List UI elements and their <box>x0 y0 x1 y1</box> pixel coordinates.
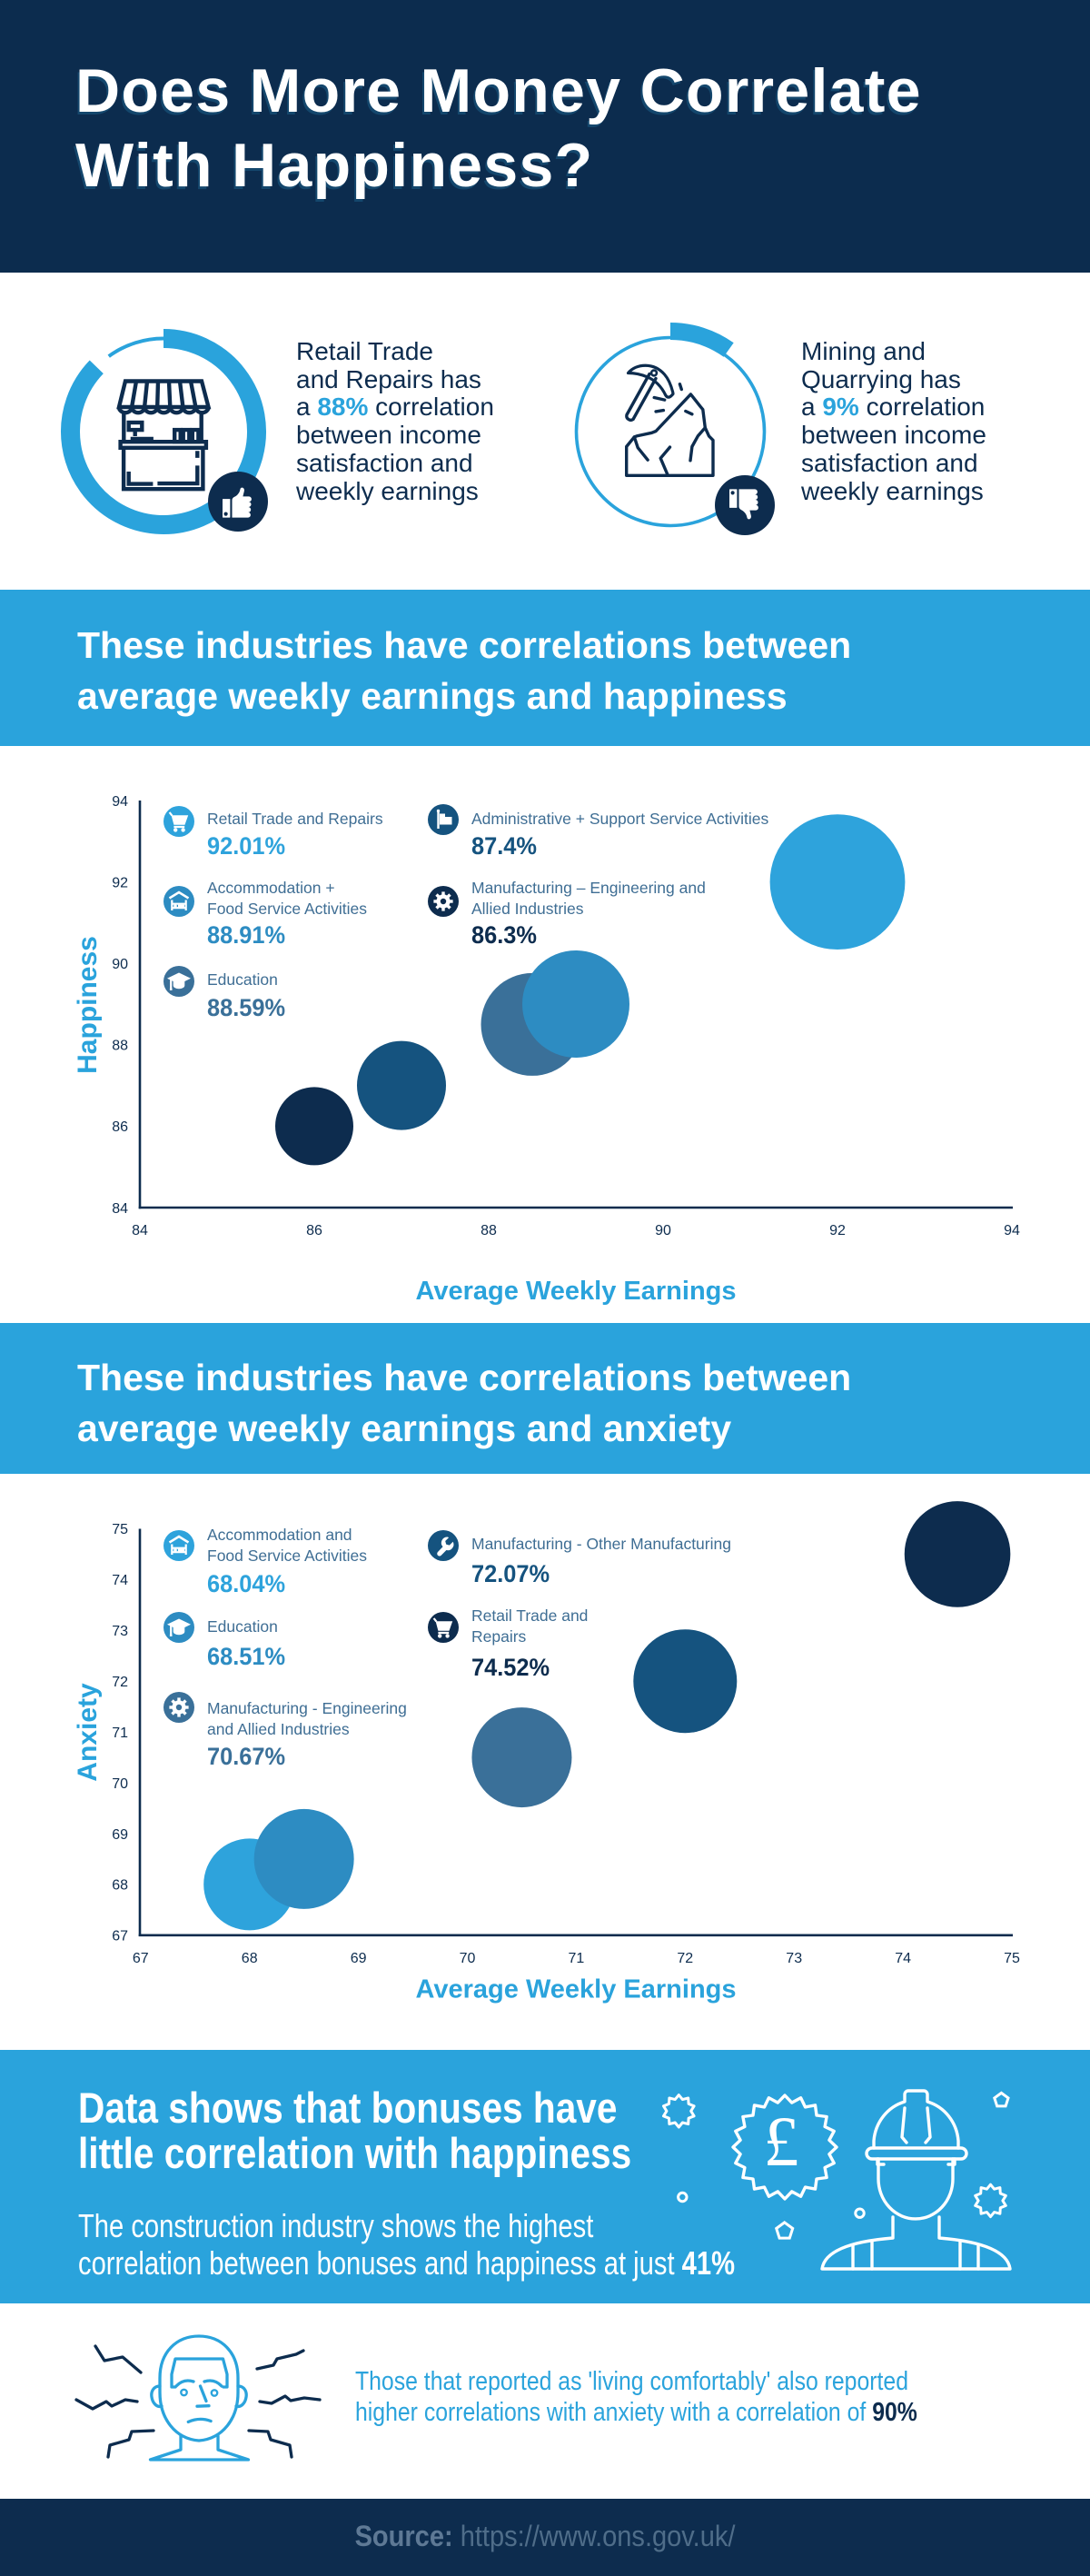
svg-text:69: 69 <box>112 1827 128 1843</box>
svg-text:72: 72 <box>677 1951 693 1966</box>
svg-text:70: 70 <box>112 1776 128 1792</box>
svg-text:70: 70 <box>460 1951 476 1966</box>
svg-text:74: 74 <box>112 1573 128 1588</box>
svg-text:71: 71 <box>569 1951 585 1966</box>
svg-text:74: 74 <box>895 1951 911 1966</box>
svg-text:73: 73 <box>112 1624 128 1639</box>
svg-text:71: 71 <box>112 1726 128 1741</box>
svg-text:£: £ <box>764 2102 799 2181</box>
svg-text:88: 88 <box>481 1223 497 1238</box>
svg-text:90: 90 <box>112 957 128 972</box>
svg-text:86: 86 <box>306 1223 322 1238</box>
svg-text:88: 88 <box>112 1039 128 1054</box>
svg-text:94: 94 <box>112 794 128 810</box>
svg-text:67: 67 <box>133 1951 149 1966</box>
svg-text:75: 75 <box>1004 1951 1020 1966</box>
svg-text:84: 84 <box>112 1201 128 1217</box>
svg-text:68: 68 <box>112 1878 128 1894</box>
svg-text:72: 72 <box>112 1675 128 1690</box>
svg-text:Happiness: Happiness <box>73 936 103 1074</box>
svg-text:67: 67 <box>112 1929 128 1944</box>
svg-text:75: 75 <box>112 1522 128 1537</box>
svg-text:73: 73 <box>786 1951 802 1966</box>
svg-text:90: 90 <box>655 1223 671 1238</box>
svg-text:86: 86 <box>112 1119 128 1135</box>
svg-text:94: 94 <box>1004 1223 1020 1238</box>
svg-text:Average Weekly Earnings: Average Weekly Earnings <box>416 1277 737 1306</box>
svg-text:92: 92 <box>112 875 128 890</box>
svg-text:Anxiety: Anxiety <box>73 1683 103 1782</box>
svg-text:92: 92 <box>829 1223 846 1238</box>
svg-text:69: 69 <box>351 1951 367 1966</box>
svg-text:Average Weekly Earnings: Average Weekly Earnings <box>416 1975 737 2004</box>
svg-text:84: 84 <box>132 1223 148 1238</box>
svg-text:68: 68 <box>242 1951 258 1966</box>
